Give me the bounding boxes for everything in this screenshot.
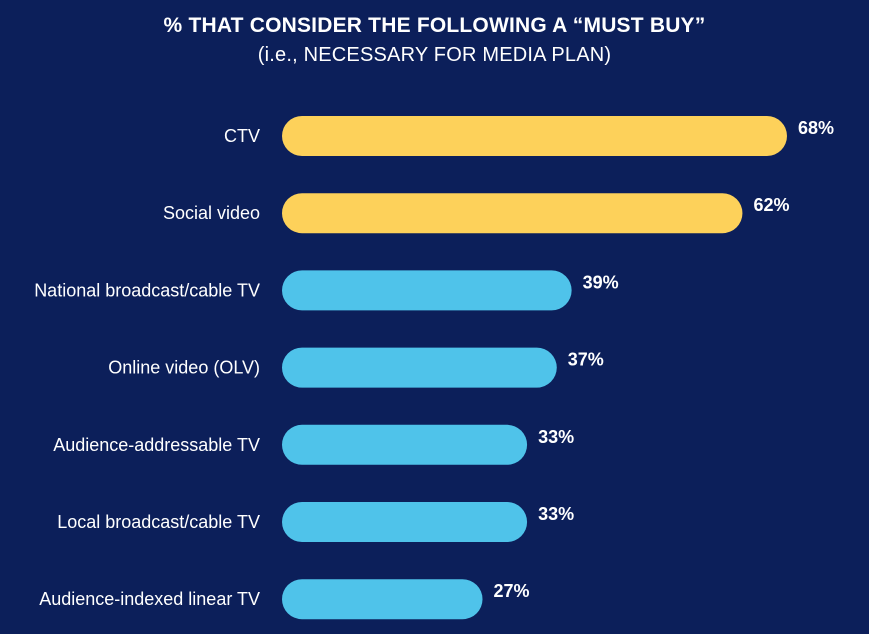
category-label: Audience-addressable TV: [53, 435, 260, 455]
bar: [282, 347, 557, 388]
bar: [282, 502, 528, 542]
category-label: CTV: [224, 126, 260, 146]
category-label: Local broadcast/cable TV: [57, 512, 260, 532]
category-label: Social video: [163, 203, 260, 223]
category-label: National broadcast/cable TV: [34, 280, 260, 300]
value-label: 62%: [753, 195, 789, 215]
bar-row: National broadcast/cable TV 39%: [34, 270, 619, 311]
bar-row: Social video 62%: [163, 193, 789, 234]
value-label: 33%: [538, 427, 574, 447]
bar: [282, 116, 787, 156]
bar-row: CTV 68%: [224, 116, 834, 156]
bar: [282, 424, 528, 465]
category-label: Online video (OLV): [108, 358, 260, 378]
value-label: 37%: [568, 350, 604, 370]
value-label: 39%: [583, 272, 619, 292]
value-label: 33%: [538, 504, 574, 524]
chart-subtitle: (i.e., NECESSARY FOR MEDIA PLAN): [257, 44, 612, 66]
bar-row: Audience-indexed linear TV 27%: [39, 579, 530, 620]
category-label: Audience-indexed linear TV: [39, 589, 260, 609]
bar-row: Local broadcast/cable TV 33%: [57, 502, 574, 542]
bar: [282, 193, 743, 234]
bar: [282, 270, 572, 311]
chart-title: % THAT CONSIDER THE FOLLOWING A “MUST BU…: [163, 14, 706, 37]
value-label: 68%: [798, 118, 834, 138]
bar-row: Online video (OLV) 37%: [108, 347, 604, 388]
value-label: 27%: [494, 581, 530, 601]
bar: [282, 579, 483, 620]
bar-row: Audience-addressable TV 33%: [53, 424, 574, 465]
